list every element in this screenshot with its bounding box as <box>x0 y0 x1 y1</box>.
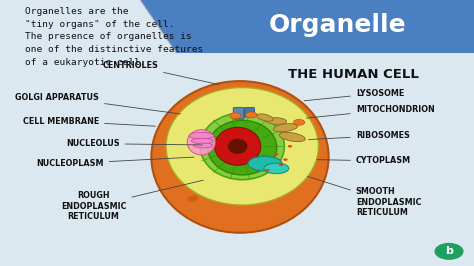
Ellipse shape <box>257 114 273 121</box>
Ellipse shape <box>264 163 289 174</box>
Ellipse shape <box>274 153 279 155</box>
Text: CELL MEMBRANE: CELL MEMBRANE <box>23 117 155 126</box>
Text: CYTOPLASM: CYTOPLASM <box>317 156 411 165</box>
Text: NUCLEOPLASM: NUCLEOPLASM <box>36 157 194 168</box>
Ellipse shape <box>266 118 286 124</box>
Text: CENTRIOLES: CENTRIOLES <box>102 61 219 85</box>
Ellipse shape <box>193 143 213 148</box>
Ellipse shape <box>215 127 261 165</box>
Ellipse shape <box>265 194 273 200</box>
Ellipse shape <box>265 169 270 172</box>
Ellipse shape <box>288 145 292 148</box>
Text: b: b <box>445 246 453 256</box>
FancyBboxPatch shape <box>245 107 255 117</box>
Text: ROUGH
ENDOPLASMIC
RETICULUM: ROUGH ENDOPLASMIC RETICULUM <box>61 180 203 221</box>
Text: MITOCHONDRION: MITOCHONDRION <box>306 105 435 118</box>
Polygon shape <box>140 0 474 53</box>
Ellipse shape <box>273 124 298 132</box>
Text: RIBOSOMES: RIBOSOMES <box>309 131 410 140</box>
Text: LYSOSOME: LYSOSOME <box>304 89 404 101</box>
Ellipse shape <box>172 159 180 165</box>
Ellipse shape <box>176 164 184 170</box>
Ellipse shape <box>187 130 216 155</box>
Ellipse shape <box>283 159 288 161</box>
Ellipse shape <box>166 88 319 205</box>
FancyBboxPatch shape <box>233 107 244 119</box>
Ellipse shape <box>191 138 213 144</box>
Ellipse shape <box>187 196 196 202</box>
Text: Organelles are the
"tiny organs" of the cell.
The presence of organelles is
one : Organelles are the "tiny organs" of the … <box>25 7 203 67</box>
Ellipse shape <box>151 81 328 233</box>
Ellipse shape <box>279 164 283 166</box>
Text: SMOOTH
ENDOPLASMIC
RETICULUM: SMOOTH ENDOPLASMIC RETICULUM <box>308 176 421 217</box>
Ellipse shape <box>230 113 241 119</box>
Ellipse shape <box>228 139 247 154</box>
Ellipse shape <box>248 156 282 171</box>
Text: Organelle: Organelle <box>269 13 407 37</box>
Ellipse shape <box>239 171 247 177</box>
Ellipse shape <box>191 195 199 201</box>
Ellipse shape <box>246 112 257 118</box>
Ellipse shape <box>208 120 277 175</box>
Ellipse shape <box>189 132 214 139</box>
Ellipse shape <box>254 176 262 182</box>
Ellipse shape <box>200 113 284 180</box>
Ellipse shape <box>293 119 305 125</box>
Text: GOLGI APPARATUS: GOLGI APPARATUS <box>15 93 181 114</box>
Ellipse shape <box>279 132 305 142</box>
Text: NUCLEOLUS: NUCLEOLUS <box>66 139 202 148</box>
Ellipse shape <box>212 160 221 166</box>
Circle shape <box>435 243 464 260</box>
Text: THE HUMAN CELL: THE HUMAN CELL <box>288 68 419 81</box>
